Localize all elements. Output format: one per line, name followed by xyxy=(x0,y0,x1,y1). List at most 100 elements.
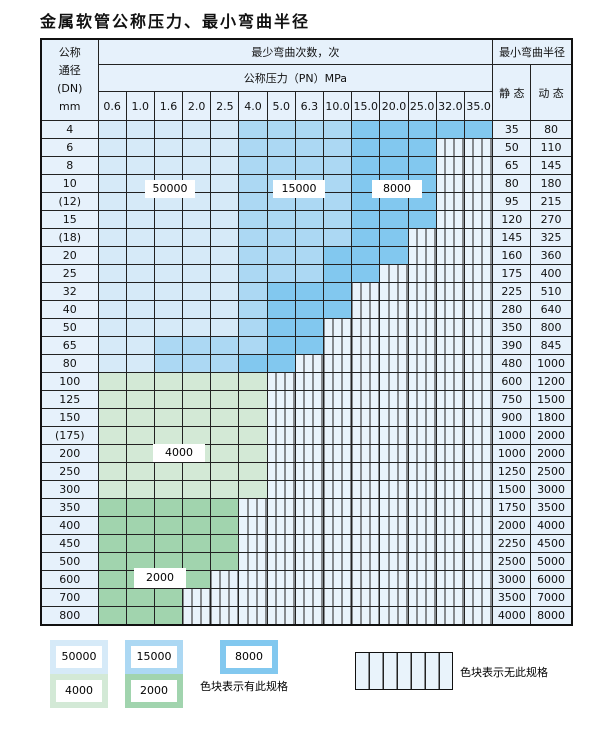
spec-cell-50000 xyxy=(153,138,184,157)
spec-cell-50000 xyxy=(182,264,212,283)
pressure-col-header: 0.6 xyxy=(97,91,127,121)
spec-cell-15000 xyxy=(238,210,268,229)
no-spec-cell xyxy=(238,570,268,589)
spec-cell-8000 xyxy=(266,318,296,337)
no-spec-cell xyxy=(435,480,465,499)
spec-cell-2000 xyxy=(125,534,155,553)
no-spec-cell xyxy=(266,570,296,589)
no-spec-cell xyxy=(351,408,381,427)
no-spec-cell xyxy=(351,606,381,626)
spec-cell-2000 xyxy=(125,516,155,535)
no-spec-cell xyxy=(210,588,240,607)
spec-cell-15000 xyxy=(322,228,353,247)
no-spec-cell xyxy=(435,390,465,409)
spec-cell-2000 xyxy=(153,588,184,607)
legend-15000: 15000 xyxy=(125,640,183,674)
no-spec-cell xyxy=(294,552,325,571)
no-spec-cell xyxy=(294,408,325,427)
no-spec-cell xyxy=(407,228,437,247)
static-radius-cell: 280 xyxy=(492,300,532,319)
spec-cell-15000 xyxy=(238,246,268,265)
spec-cell-2000 xyxy=(182,552,212,571)
spec-cell-50000 xyxy=(97,228,127,247)
spec-cell-50000 xyxy=(97,282,127,301)
spec-cell-50000 xyxy=(182,228,212,247)
spec-cell-50000 xyxy=(153,228,184,247)
static-radius-cell: 1750 xyxy=(492,498,532,517)
no-spec-cell xyxy=(407,300,437,319)
spec-cell-4000 xyxy=(182,372,212,391)
dn-header-line: 通径 xyxy=(58,64,81,77)
spec-cell-8000 xyxy=(379,120,409,139)
dn-cell: 40 xyxy=(40,300,99,319)
no-spec-cell xyxy=(407,282,437,301)
spec-cell-4000 xyxy=(238,480,268,499)
no-spec-cell xyxy=(379,408,409,427)
no-spec-cell xyxy=(463,444,494,463)
no-spec-cell xyxy=(407,534,437,553)
no-spec-cell xyxy=(463,300,494,319)
spec-cell-4000 xyxy=(153,408,184,427)
no-spec-cell xyxy=(322,390,353,409)
no-spec-cell xyxy=(294,444,325,463)
spec-cell-50000 xyxy=(97,174,127,193)
dynamic-radius-cell: 3000 xyxy=(530,480,573,499)
dynamic-radius-cell: 360 xyxy=(530,246,573,265)
table-row: 350 1750 3500 xyxy=(40,498,573,517)
no-spec-cell xyxy=(266,480,296,499)
spec-cell-2000 xyxy=(97,552,127,571)
no-spec-cell xyxy=(351,390,381,409)
no-spec-cell xyxy=(294,498,325,517)
spec-cell-4000 xyxy=(210,444,240,463)
spec-cell-50000 xyxy=(210,300,240,319)
cycles-header: 最少弯曲次数，次 xyxy=(97,38,494,65)
dn-cell: 32 xyxy=(40,282,99,301)
no-spec-cell xyxy=(322,516,353,535)
dn-header-line: (DN) xyxy=(57,82,83,95)
spec-cell-15000 xyxy=(266,210,296,229)
spec-cell-50000 xyxy=(125,210,155,229)
dynamic-radius-cell: 1500 xyxy=(530,390,573,409)
spec-cell-8000 xyxy=(463,120,494,139)
spec-cell-2000 xyxy=(153,516,184,535)
spec-cell-8000 xyxy=(379,210,409,229)
table-row: 32 225 510 xyxy=(40,282,573,301)
spec-cell-50000 xyxy=(97,192,127,211)
spec-cell-50000 xyxy=(210,210,240,229)
dn-cell: 500 xyxy=(40,552,99,571)
spec-cell-50000 xyxy=(210,318,240,337)
dn-cell: 25 xyxy=(40,264,99,283)
no-spec-cell xyxy=(435,300,465,319)
no-spec-cell xyxy=(294,372,325,391)
spec-cell-8000 xyxy=(322,282,353,301)
no-spec-cell xyxy=(407,336,437,355)
no-spec-cell xyxy=(435,408,465,427)
spec-cell-50000 xyxy=(153,246,184,265)
no-spec-cell xyxy=(266,390,296,409)
spec-cell-2000 xyxy=(182,516,212,535)
spec-cell-8000 xyxy=(322,300,353,319)
no-spec-cell xyxy=(322,480,353,499)
table-row: 65 390 845 xyxy=(40,336,573,355)
spec-cell-8000 xyxy=(294,282,325,301)
table-row: 150 900 1800 xyxy=(40,408,573,427)
spec-cell-4000 xyxy=(97,480,127,499)
table-row: 8 65 145 xyxy=(40,156,573,175)
spec-cell-15000 xyxy=(294,156,325,175)
static-radius-cell: 4000 xyxy=(492,606,532,626)
dn-cell: 100 xyxy=(40,372,99,391)
no-spec-cell xyxy=(266,426,296,445)
no-spec-cell xyxy=(463,336,494,355)
no-spec-cell xyxy=(379,336,409,355)
pressure-col-header: 20.0 xyxy=(379,91,409,121)
table-row: 15 120 270 xyxy=(40,210,573,229)
spec-cell-4000 xyxy=(97,462,127,481)
static-radius-cell: 65 xyxy=(492,156,532,175)
pressure-col-header: 6.3 xyxy=(294,91,325,121)
spec-cell-50000 xyxy=(97,336,127,355)
spec-cell-8000 xyxy=(407,210,437,229)
table-row: 50 350 800 xyxy=(40,318,573,337)
static-radius-cell: 35 xyxy=(492,120,532,139)
spec-cell-15000 xyxy=(294,246,325,265)
spec-cell-50000 xyxy=(97,120,127,139)
